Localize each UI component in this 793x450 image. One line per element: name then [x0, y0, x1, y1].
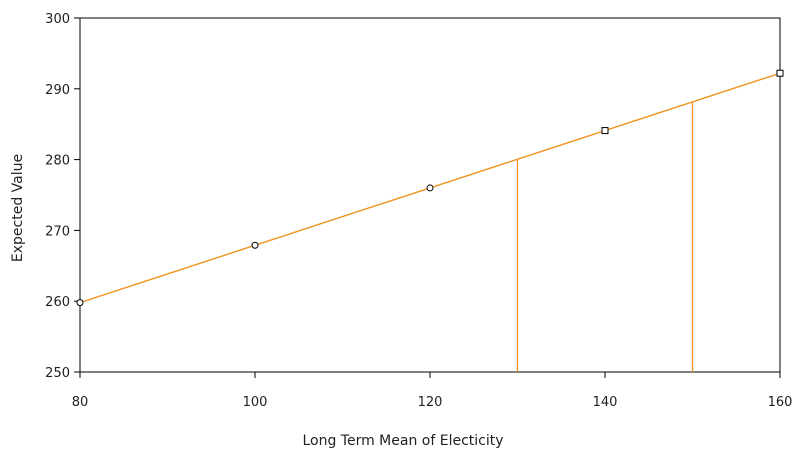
- x-tick-label: 140: [593, 395, 618, 410]
- x-tick-label: 100: [243, 395, 268, 410]
- y-tick-label: 290: [45, 83, 70, 98]
- reference-lines: [516, 102, 694, 372]
- y-axis-title: Expected Value: [10, 154, 26, 262]
- markers-group: [76, 69, 784, 307]
- x-tick-label: 80: [72, 395, 89, 410]
- y-tick-label: 250: [45, 366, 70, 381]
- y-axis: 250 260 270 280 290 300: [45, 12, 80, 381]
- x-axis: 80 100 120 140 160: [72, 372, 793, 410]
- y-tick-label: 270: [45, 224, 70, 239]
- y-tick-label: 300: [45, 12, 70, 27]
- x-axis-title: Long Term Mean of Electicity: [302, 433, 503, 449]
- data-point-circle: [426, 184, 434, 192]
- plot-frame: [79, 17, 781, 373]
- data-point-square: [776, 69, 784, 77]
- data-point-square: [601, 127, 609, 135]
- y-tick-label: 280: [45, 154, 70, 169]
- x-tick-label: 120: [418, 395, 443, 410]
- x-tick-label: 160: [768, 395, 793, 410]
- y-tick-label: 260: [45, 295, 70, 310]
- data-point-circle: [251, 241, 259, 249]
- data-point-circle: [76, 299, 84, 307]
